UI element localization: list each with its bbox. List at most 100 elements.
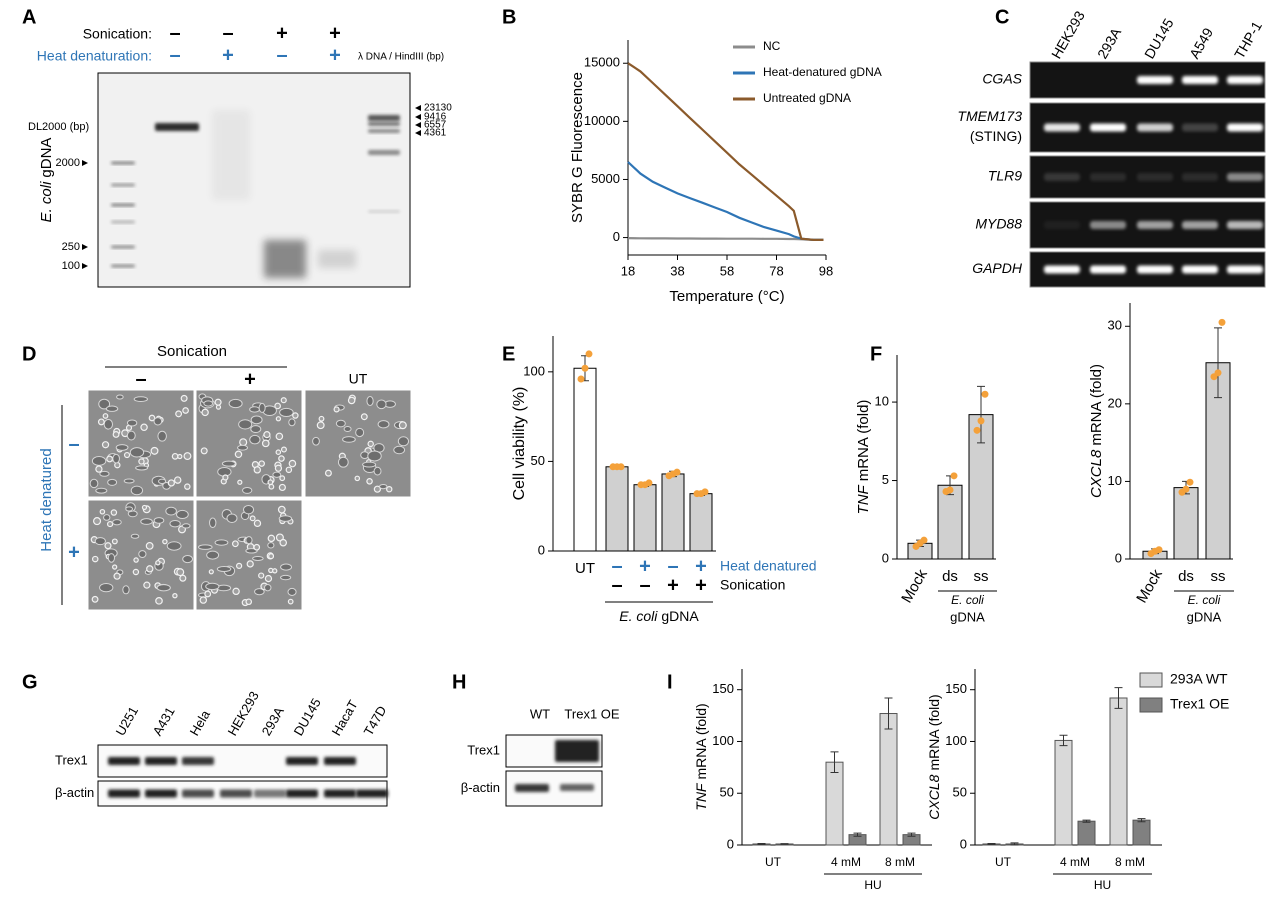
cell — [347, 396, 356, 405]
data-line — [627, 237, 824, 241]
cell — [208, 569, 214, 575]
data-point — [585, 350, 593, 358]
gel-band — [111, 220, 135, 224]
cell — [214, 539, 229, 546]
cell — [138, 550, 147, 559]
ladder-arrow — [82, 263, 88, 269]
cell — [141, 504, 148, 511]
y-tick-label: 50 — [720, 785, 734, 800]
cell — [254, 588, 265, 596]
lane-label: T47D — [361, 703, 390, 738]
lane-label: 293A — [1094, 24, 1125, 61]
blot-band — [1090, 173, 1126, 181]
cell — [279, 538, 288, 547]
cell — [250, 415, 263, 425]
x-tick-label: 78 — [769, 263, 783, 278]
condition-sign: + — [276, 22, 288, 44]
panel-letter: E — [502, 343, 515, 365]
gel-band — [254, 789, 286, 798]
cell — [91, 595, 99, 603]
cell — [264, 574, 273, 583]
error-bar — [1059, 734, 1068, 747]
blot-band — [1182, 221, 1218, 229]
gel-band — [220, 789, 252, 798]
cell — [249, 515, 256, 522]
cell — [199, 596, 208, 604]
condition-sign: + — [639, 555, 651, 577]
bar — [1077, 820, 1096, 846]
data-point — [673, 468, 681, 476]
error-bar — [830, 751, 839, 774]
gel-band — [155, 123, 199, 131]
cell — [342, 436, 356, 443]
cell — [146, 565, 154, 573]
lane-label: WT — [530, 706, 550, 721]
ladder-arrow — [82, 244, 88, 250]
x-tick-label: 98 — [819, 263, 833, 278]
bar — [605, 466, 629, 552]
cell — [268, 483, 275, 490]
data-point — [577, 375, 585, 383]
cell — [343, 426, 352, 432]
error-bar — [977, 385, 985, 444]
cell — [246, 560, 254, 568]
cell — [102, 413, 109, 419]
lane-label: 293A — [259, 704, 287, 738]
condition-sign: – — [135, 368, 146, 390]
condition-sign: + — [329, 22, 341, 44]
cell — [175, 509, 189, 520]
legend-label: Heat-denatured gDNA — [763, 65, 882, 79]
gel-band — [368, 115, 400, 121]
label-part: mRNA (fold) — [926, 694, 942, 770]
cell — [234, 450, 243, 459]
gene-label: CGAS — [982, 71, 1022, 87]
lane-label: U251 — [113, 704, 142, 738]
label-part: TNF — [693, 782, 709, 811]
blot-band — [1137, 76, 1173, 84]
condition-sign: – — [667, 555, 678, 577]
cell — [288, 459, 297, 468]
cell — [214, 398, 222, 406]
panel-letter: D — [22, 343, 36, 365]
panel-letter: F — [870, 343, 882, 365]
gel-band — [368, 150, 400, 155]
gel-band — [212, 110, 250, 200]
cell — [200, 447, 208, 455]
blot-band — [1137, 123, 1173, 132]
condition-sign: – — [611, 574, 622, 596]
x-tick-label: ss — [974, 568, 989, 585]
cell — [279, 407, 294, 418]
cell — [103, 514, 111, 521]
cell — [393, 445, 406, 455]
cell — [123, 451, 131, 459]
label-part: CXCL8 — [1088, 449, 1105, 498]
row-label: β-actin — [461, 780, 500, 795]
cell — [175, 410, 183, 418]
data-line — [627, 161, 824, 241]
cell — [379, 483, 388, 490]
cell — [101, 441, 110, 449]
cell — [245, 536, 253, 545]
cell — [99, 508, 106, 515]
x-tick-label: UT — [995, 855, 1012, 869]
cell — [373, 485, 382, 493]
y-tick-label: 10 — [875, 394, 889, 409]
cell — [280, 574, 292, 581]
y-tick-label: 5000 — [591, 171, 620, 186]
ladder-size: 250 — [62, 241, 80, 253]
cell — [153, 417, 163, 426]
gel-band — [286, 789, 318, 798]
condition-sign: – — [169, 44, 180, 66]
cell — [222, 474, 229, 481]
axis-label: CXCL8 mRNA (fold) — [1088, 364, 1105, 498]
error-bar — [853, 832, 862, 837]
legend-swatch — [1139, 697, 1163, 713]
y-tick-label: 150 — [712, 681, 734, 696]
x-tick-label: 18 — [621, 263, 635, 278]
cell — [335, 419, 346, 428]
lane-label: HEK293 — [1048, 8, 1088, 61]
label-part: E. coli — [619, 608, 658, 624]
blot-band — [1227, 76, 1263, 84]
error-bar — [1114, 687, 1123, 709]
cell — [280, 563, 293, 571]
